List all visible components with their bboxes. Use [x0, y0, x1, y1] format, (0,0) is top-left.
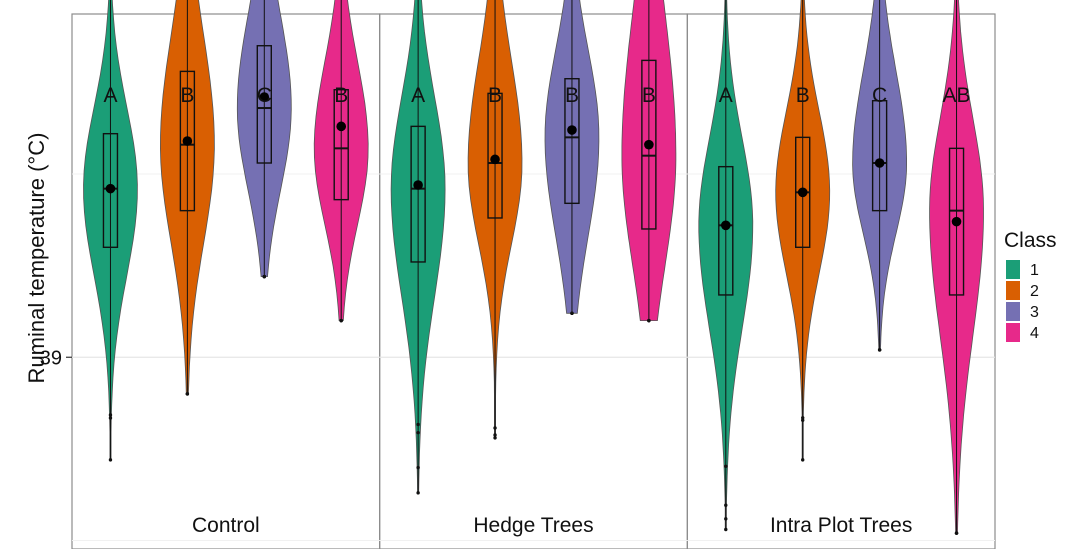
mean-point: [951, 216, 962, 227]
chart-labels: A39.46B39.59C39.71B39.63ControlA39.47B39…: [103, 84, 971, 537]
mean-point: [874, 158, 885, 168]
facet-panel: [686, 13, 996, 549]
significance-letter: C: [872, 84, 887, 107]
outlier-point: [647, 318, 651, 323]
outlier-point: [724, 517, 728, 521]
outlier-point: [877, 348, 882, 352]
legend-label: 3: [1030, 304, 1039, 321]
facet-label: Hedge Trees: [473, 514, 593, 537]
plot-panels: [71, 13, 996, 549]
mean-point: [644, 139, 654, 150]
outlier-point: [108, 458, 113, 462]
outlier-point: [493, 436, 497, 440]
significance-letter: B: [334, 84, 348, 107]
outlier-point: [339, 318, 343, 323]
facet-label: Intra Plot Trees: [770, 514, 912, 537]
legend: 1 2 3 4: [1006, 260, 1039, 342]
outlier-point: [416, 430, 420, 435]
box: [333, 89, 349, 201]
box: [871, 99, 888, 212]
mean-point: [259, 92, 270, 102]
outlier-point: [801, 458, 805, 462]
box: [179, 70, 196, 212]
y-axis: 39404142: [40, 0, 72, 369]
outlier-point: [724, 527, 728, 532]
legend-title: Class: [1004, 229, 1057, 252]
significance-letter: C: [257, 84, 272, 107]
mean-point: [413, 180, 423, 190]
box: [102, 132, 119, 248]
significance-letter: B: [642, 84, 656, 107]
mean-point: [182, 136, 193, 146]
mean-point: [490, 154, 500, 165]
significance-letter: B: [796, 84, 810, 107]
outlier-point: [801, 416, 805, 420]
box: [487, 92, 503, 219]
legend-label: 1: [1030, 262, 1039, 279]
outlier-point: [416, 422, 420, 427]
legend-label: 4: [1030, 325, 1039, 342]
mean-point: [797, 187, 808, 198]
outlier-point: [954, 531, 959, 535]
facet-label: Control: [192, 514, 260, 537]
y-tick-label: 40: [40, 0, 62, 3]
outlier-point: [724, 464, 728, 468]
outlier-point: [493, 426, 497, 430]
outlier-point: [416, 465, 420, 470]
outlier-point: [724, 503, 728, 507]
significance-letter: A: [719, 84, 733, 107]
y-axis-label: Ruminal temperature (°C): [24, 133, 49, 384]
mean-point: [336, 121, 347, 132]
significance-letter: B: [180, 84, 194, 107]
box: [410, 125, 426, 263]
legend-swatch-1: [1006, 260, 1020, 279]
outlier-point: [570, 311, 574, 315]
legend-label: 2: [1030, 283, 1039, 300]
outlier-point: [801, 418, 805, 422]
significance-letter: B: [565, 84, 579, 107]
outlier-point: [493, 433, 497, 437]
significance-letter: AB: [943, 84, 971, 107]
outlier-point: [416, 491, 420, 495]
mean-point: [105, 183, 116, 194]
mean-point: [567, 125, 577, 135]
box: [564, 78, 580, 205]
outlier-point: [108, 413, 113, 417]
legend-swatch-4: [1006, 323, 1020, 342]
significance-letter: A: [411, 84, 425, 107]
mean-point: [720, 220, 731, 231]
legend-swatch-2: [1006, 281, 1020, 300]
significance-letter: A: [103, 84, 117, 107]
box: [641, 59, 657, 230]
outlier-point: [108, 416, 113, 420]
y-tick-label: 39: [40, 347, 62, 369]
significance-letter: B: [488, 84, 502, 107]
box: [718, 165, 734, 296]
legend-swatch-3: [1006, 302, 1020, 321]
box: [256, 45, 272, 164]
box: [948, 147, 965, 296]
outlier-point: [262, 274, 266, 279]
violin-marks: [83, 0, 984, 535]
outlier-point: [185, 392, 190, 396]
